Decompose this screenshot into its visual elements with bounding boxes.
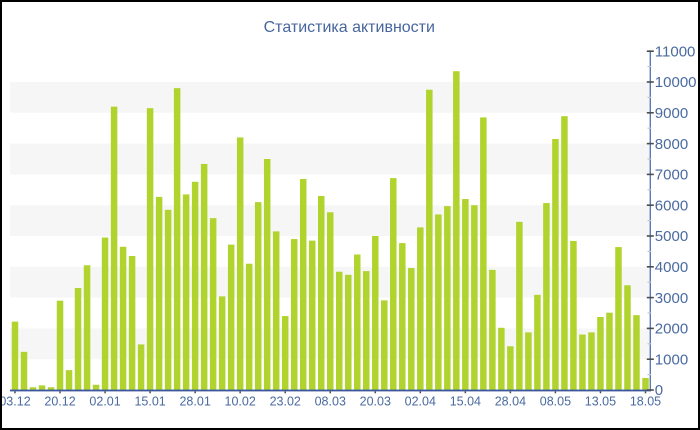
svg-text:03.12: 03.12 <box>0 395 31 409</box>
svg-text:15.04: 15.04 <box>450 395 481 409</box>
svg-text:3000: 3000 <box>655 290 688 307</box>
svg-text:20.03: 20.03 <box>360 395 391 409</box>
svg-text:08.03: 08.03 <box>315 395 346 409</box>
svg-text:2000: 2000 <box>655 321 688 338</box>
svg-text:4000: 4000 <box>655 259 688 276</box>
svg-text:28.04: 28.04 <box>495 395 526 409</box>
svg-text:02.01: 02.01 <box>89 395 120 409</box>
svg-text:28.01: 28.01 <box>179 395 210 409</box>
svg-text:18.05: 18.05 <box>630 395 661 409</box>
svg-text:20.12: 20.12 <box>44 395 75 409</box>
svg-text:Статистика активности: Статистика активности <box>264 19 435 36</box>
svg-text:11000: 11000 <box>655 43 696 60</box>
svg-text:6000: 6000 <box>655 197 688 214</box>
svg-text:08.05: 08.05 <box>540 395 571 409</box>
svg-text:02.04: 02.04 <box>405 395 436 409</box>
svg-text:5000: 5000 <box>655 228 688 245</box>
svg-text:13.05: 13.05 <box>585 395 616 409</box>
svg-text:7000: 7000 <box>655 167 688 184</box>
svg-text:10000: 10000 <box>655 74 697 91</box>
svg-text:23.02: 23.02 <box>270 395 301 409</box>
svg-text:8000: 8000 <box>655 136 688 153</box>
svg-text:15.01: 15.01 <box>134 395 165 409</box>
svg-text:9000: 9000 <box>655 105 688 122</box>
svg-text:1000: 1000 <box>655 351 688 368</box>
svg-text:10.02: 10.02 <box>225 395 256 409</box>
svg-text:0: 0 <box>655 382 663 399</box>
